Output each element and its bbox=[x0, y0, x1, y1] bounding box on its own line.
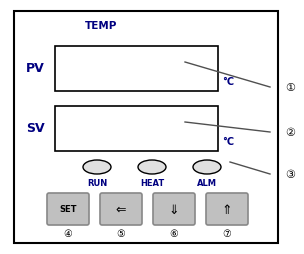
FancyBboxPatch shape bbox=[100, 193, 142, 225]
Text: HEAT: HEAT bbox=[140, 179, 164, 188]
Text: ⑤: ⑤ bbox=[117, 228, 125, 238]
Bar bbox=[55, 107, 218, 151]
Text: ④: ④ bbox=[64, 228, 72, 238]
Text: °C: °C bbox=[222, 136, 234, 146]
Text: ②: ② bbox=[285, 128, 295, 137]
FancyBboxPatch shape bbox=[47, 193, 89, 225]
Text: RUN: RUN bbox=[87, 179, 107, 188]
Text: ⇓: ⇓ bbox=[169, 203, 179, 216]
Ellipse shape bbox=[83, 160, 111, 174]
Text: ⑦: ⑦ bbox=[223, 228, 231, 238]
Ellipse shape bbox=[138, 160, 166, 174]
Bar bbox=[55, 47, 218, 92]
Ellipse shape bbox=[193, 160, 221, 174]
Text: °C: °C bbox=[222, 77, 234, 87]
FancyBboxPatch shape bbox=[206, 193, 248, 225]
Text: SV: SV bbox=[26, 121, 44, 134]
Text: TEMP: TEMP bbox=[85, 21, 117, 31]
FancyBboxPatch shape bbox=[153, 193, 195, 225]
Text: ⇐: ⇐ bbox=[116, 203, 126, 216]
Text: ⇑: ⇑ bbox=[222, 203, 232, 216]
Text: SET: SET bbox=[59, 205, 77, 214]
Bar bbox=[14, 12, 278, 243]
Text: PV: PV bbox=[26, 61, 44, 74]
Text: ①: ① bbox=[285, 83, 295, 93]
Text: ③: ③ bbox=[285, 169, 295, 179]
Text: ⑥: ⑥ bbox=[170, 228, 178, 238]
Text: ALM: ALM bbox=[197, 179, 217, 188]
